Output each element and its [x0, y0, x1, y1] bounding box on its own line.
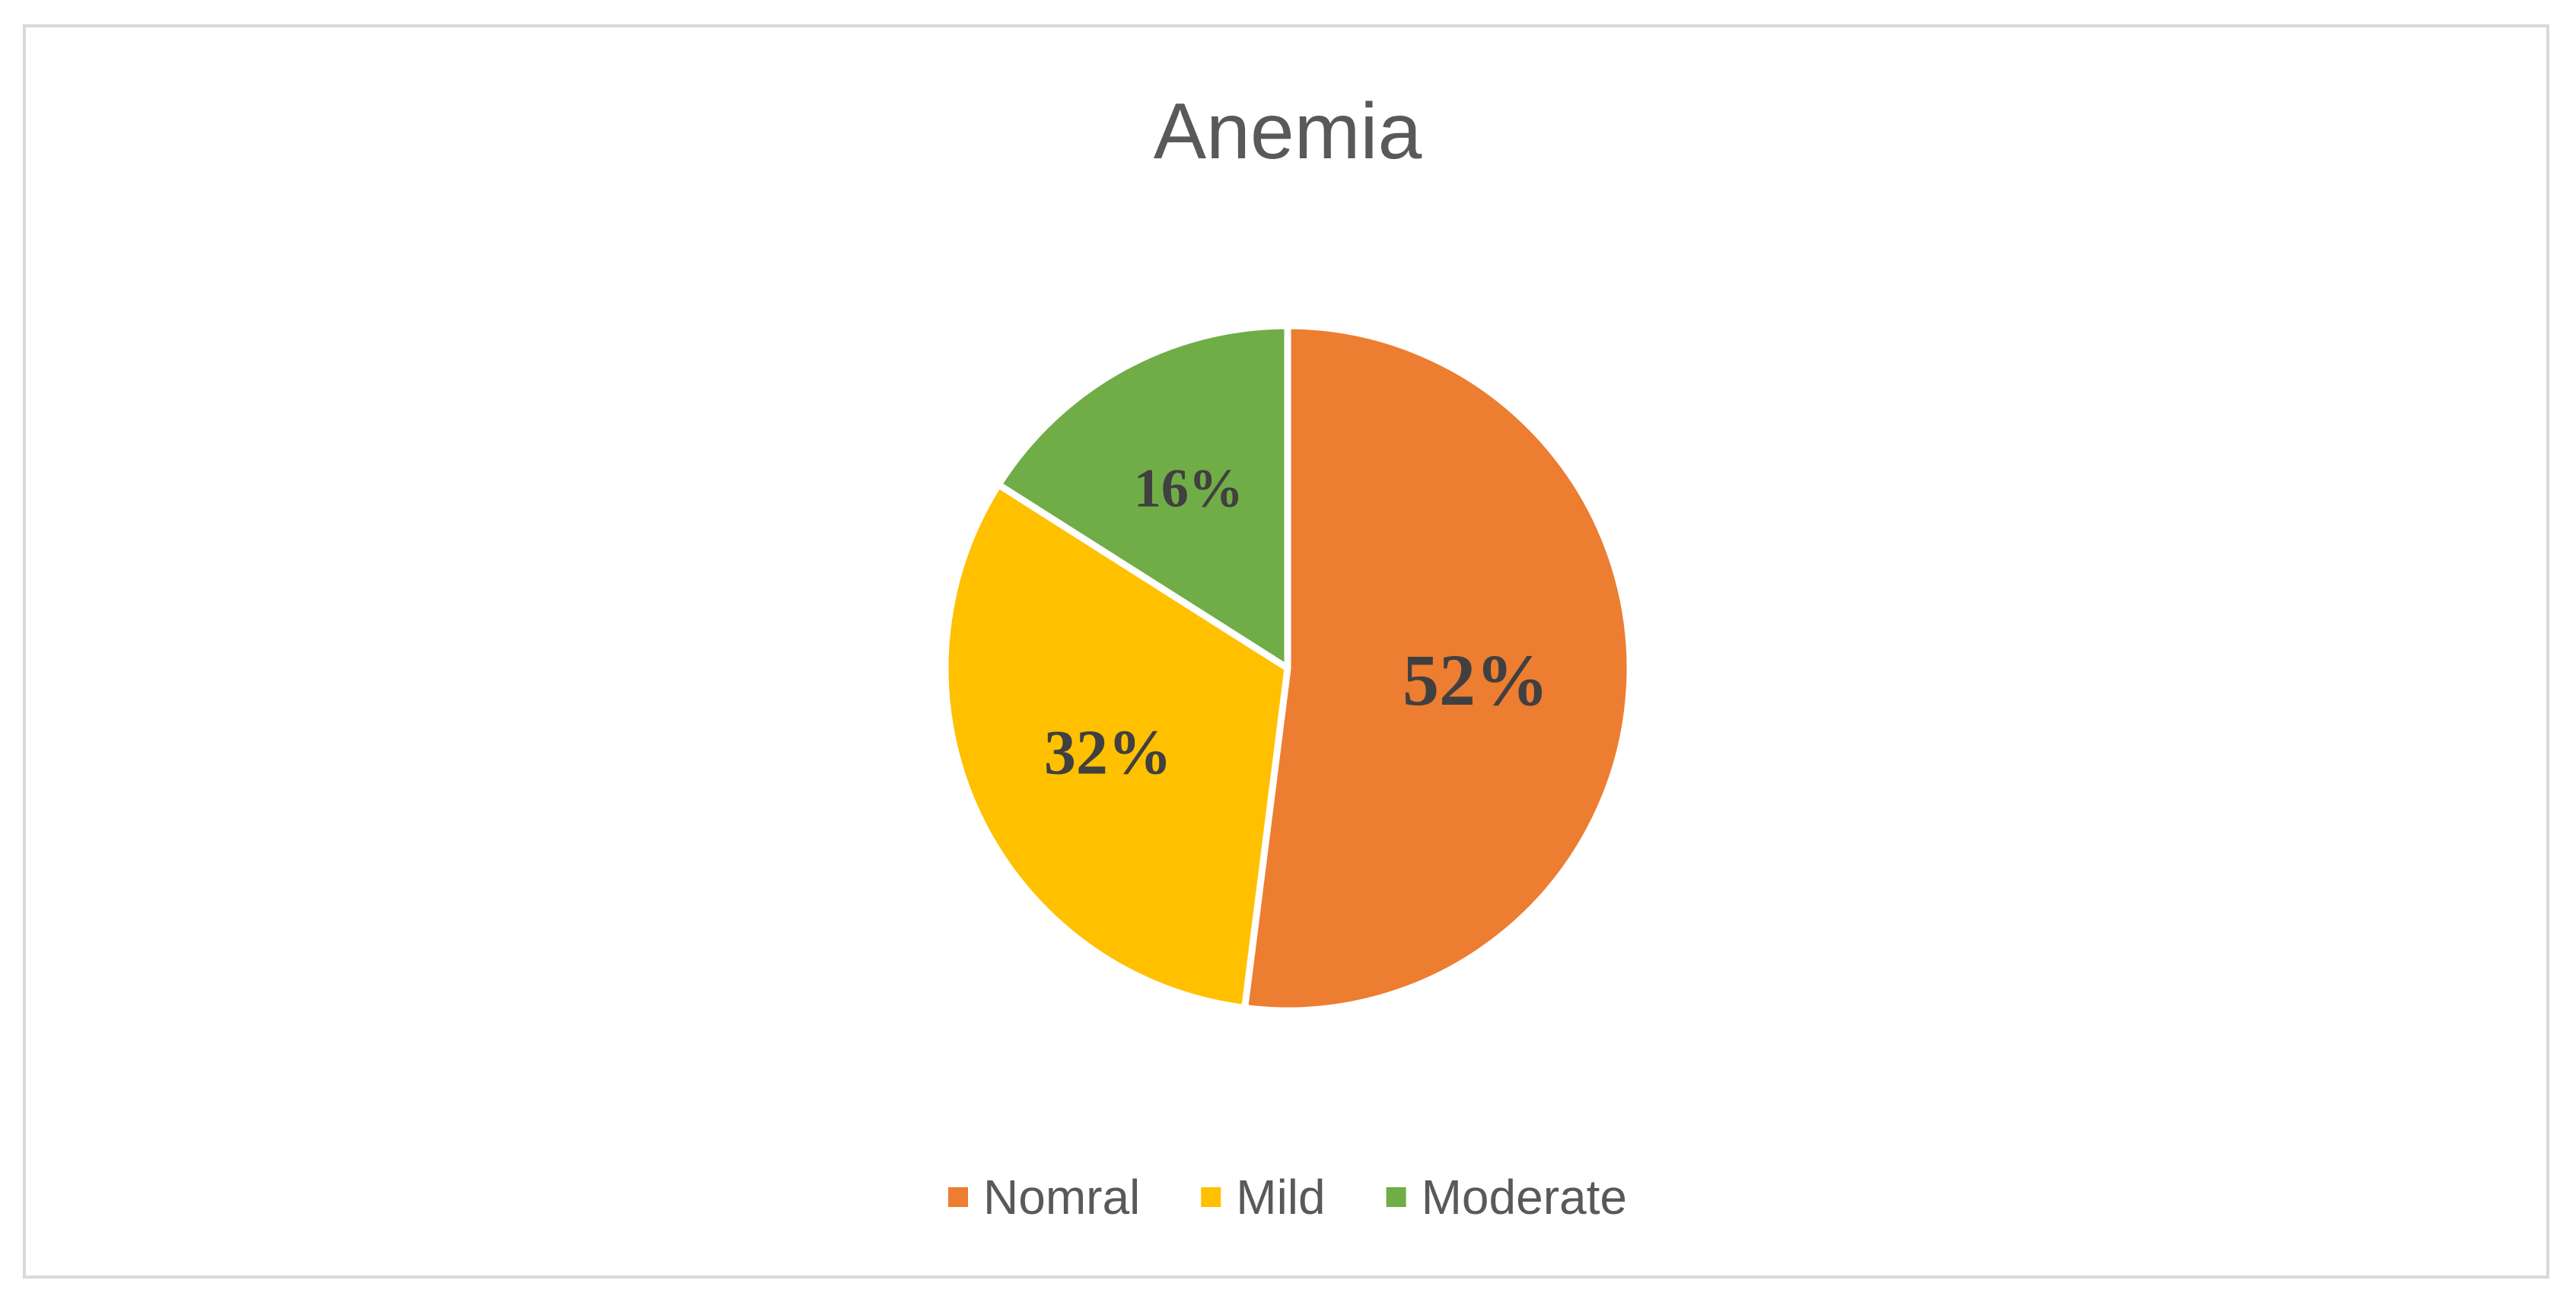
pie-slice-labels: 52% 32% 16%	[1044, 457, 1549, 788]
legend-swatch-moderate	[1386, 1187, 1406, 1207]
legend-item-moderate: Moderate	[1386, 1170, 1627, 1225]
legend-swatch-mild	[1201, 1187, 1221, 1207]
legend-label-moderate: Moderate	[1422, 1170, 1627, 1225]
chart-title: Anemia	[1154, 88, 1422, 176]
legend-swatch-nomral	[948, 1187, 969, 1207]
pie-slice-nomral	[1241, 322, 1634, 1014]
pie-slices	[941, 322, 1634, 1014]
legend-label-nomral: Nomral	[983, 1170, 1140, 1225]
slice-label-nomral: 52%	[1403, 639, 1549, 721]
slice-label-moderate: 16%	[1134, 457, 1243, 518]
pie-slice-moderate	[995, 322, 1291, 672]
legend-item-mild: Mild	[1201, 1170, 1326, 1225]
legend: Nomral Mild Moderate	[948, 1170, 1627, 1225]
slice-label-mild: 32%	[1044, 718, 1172, 788]
legend-label-mild: Mild	[1236, 1170, 1325, 1225]
legend-item-nomral: Nomral	[948, 1170, 1140, 1225]
